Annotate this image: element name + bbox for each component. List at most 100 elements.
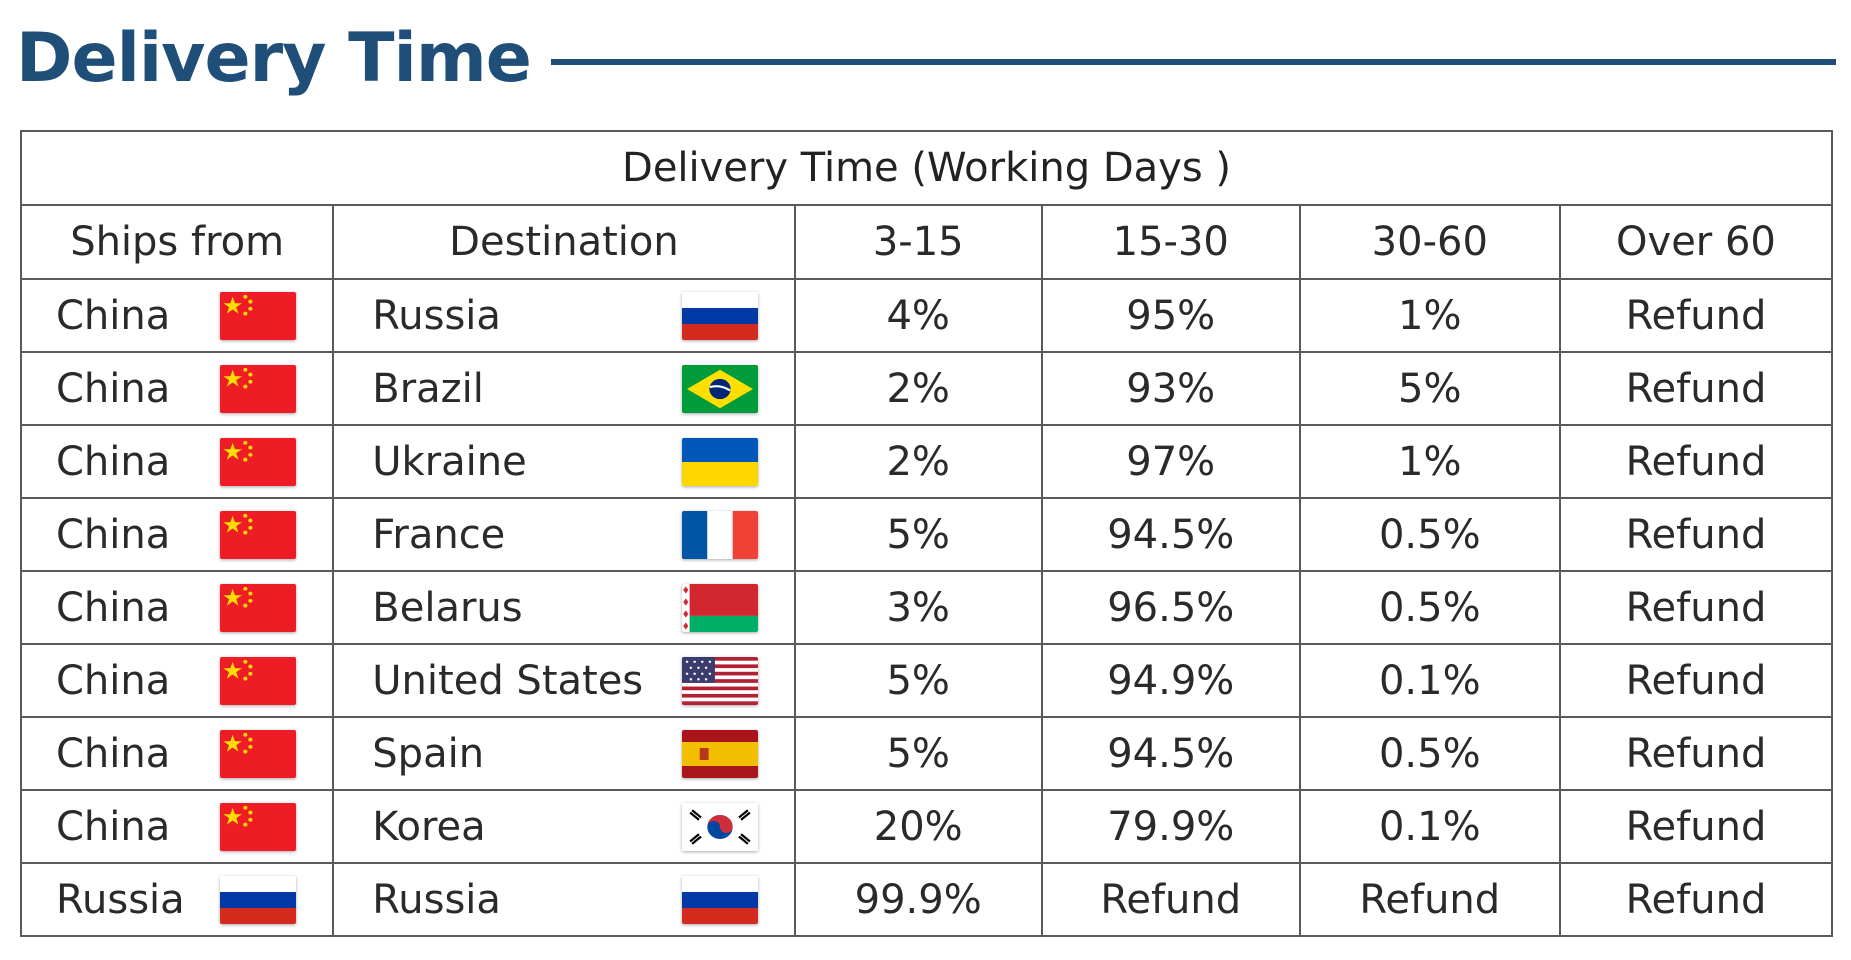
ships-from-country: China <box>56 511 171 558</box>
cell-over-60: Refund <box>1558 789 1834 864</box>
cell-15-30: 94.5% <box>1040 497 1301 572</box>
destination-country: Spain <box>372 730 485 777</box>
cell-15-30: Refund <box>1040 862 1301 937</box>
table-row: China Spain 5% 94.5% 0.5% Refund <box>19 716 1834 791</box>
ships-from-cell: China <box>19 424 335 499</box>
ships-from-cell: China <box>19 789 335 864</box>
cell-3-15: 20% <box>793 789 1043 864</box>
cell-3-15: 2% <box>793 351 1043 426</box>
russia-flag-icon <box>681 875 758 924</box>
title-underline-rule <box>550 59 1836 65</box>
china-flag-icon <box>220 656 297 705</box>
ships-from-cell: China <box>19 278 335 353</box>
cell-over-60: Refund <box>1558 716 1834 791</box>
cell-3-15: 2% <box>793 424 1043 499</box>
cell-over-60: Refund <box>1558 862 1834 937</box>
destination-cell: Belarus <box>332 570 796 645</box>
cell-over-60: Refund <box>1558 497 1834 572</box>
korea-flag-icon <box>681 802 758 851</box>
cell-15-30: 93% <box>1040 351 1301 426</box>
cell-15-30: 94.9% <box>1040 643 1301 718</box>
column-header-15-30: 15-30 <box>1040 204 1301 280</box>
ships-from-cell: China <box>19 643 335 718</box>
china-flag-icon <box>220 802 297 851</box>
china-flag-icon <box>220 729 297 778</box>
destination-cell: Russia <box>332 862 796 937</box>
page-header: Delivery Time <box>16 14 1836 104</box>
destination-country: Korea <box>372 803 486 850</box>
delivery-time-table: Delivery Time (Working Days ) Ships from… <box>19 130 1834 937</box>
cell-30-60: 0.5% <box>1298 497 1561 572</box>
column-header-destination: Destination <box>332 204 796 280</box>
cell-3-15: 5% <box>793 716 1043 791</box>
ships-from-country: China <box>56 584 171 631</box>
russia-flag-icon <box>220 875 297 924</box>
cell-30-60: 0.1% <box>1298 643 1561 718</box>
cell-over-60: Refund <box>1558 351 1834 426</box>
china-flag-icon <box>220 291 297 340</box>
ships-from-cell: China <box>19 351 335 426</box>
destination-cell: United States <box>332 643 796 718</box>
ships-from-cell: China <box>19 570 335 645</box>
table-row: China Russia 4% 95% 1% Refund <box>19 278 1834 353</box>
cell-30-60: 5% <box>1298 351 1561 426</box>
destination-country: United States <box>372 657 644 704</box>
cell-30-60: 0.1% <box>1298 789 1561 864</box>
destination-cell: Spain <box>332 716 796 791</box>
ships-from-cell: Russia <box>19 862 335 937</box>
cell-15-30: 96.5% <box>1040 570 1301 645</box>
cell-15-30: 95% <box>1040 278 1301 353</box>
cell-30-60: Refund <box>1298 862 1561 937</box>
table-row: China Korea 20% 79.9% 0.1% Refund <box>19 789 1834 864</box>
cell-30-60: 0.5% <box>1298 570 1561 645</box>
cell-3-15: 99.9% <box>793 862 1043 937</box>
ukraine-flag-icon <box>681 437 758 486</box>
belarus-flag-icon <box>681 583 758 632</box>
spain-flag-icon <box>681 729 758 778</box>
cell-15-30: 79.9% <box>1040 789 1301 864</box>
table-caption-row: Delivery Time (Working Days ) <box>20 130 1833 206</box>
destination-country: Russia <box>372 876 501 923</box>
ships-from-country: China <box>56 730 171 777</box>
ships-from-cell: China <box>19 497 335 572</box>
russia-flag-icon <box>681 291 758 340</box>
column-header-over-60: Over 60 <box>1558 204 1834 280</box>
usa-flag-icon <box>681 656 758 705</box>
column-header-ships-from: Ships from <box>19 204 335 280</box>
destination-cell: France <box>332 497 796 572</box>
cell-3-15: 3% <box>793 570 1043 645</box>
destination-country: France <box>372 511 506 558</box>
destination-country: Russia <box>372 292 501 339</box>
cell-3-15: 5% <box>793 497 1043 572</box>
table-row: China United States 5% 94.9% 0.1% Refund <box>19 643 1834 718</box>
table-body: China Russia 4% 95% 1% Refund China Brazil 2% 93%… <box>19 278 1834 937</box>
cell-over-60: Refund <box>1558 278 1834 353</box>
ships-from-country: China <box>56 657 171 704</box>
ships-from-cell: China <box>19 716 335 791</box>
brazil-flag-icon <box>681 364 758 413</box>
cell-30-60: 1% <box>1298 424 1561 499</box>
table-row: China Brazil 2% 93% 5% Refund <box>19 351 1834 426</box>
destination-country: Brazil <box>372 365 484 412</box>
cell-30-60: 0.5% <box>1298 716 1561 791</box>
table-row: China Ukraine 2% 97% 1% Refund <box>19 424 1834 499</box>
cell-15-30: 94.5% <box>1040 716 1301 791</box>
column-header-30-60: 30-60 <box>1298 204 1561 280</box>
destination-cell: Korea <box>332 789 796 864</box>
cell-over-60: Refund <box>1558 643 1834 718</box>
table-row: Russia Russia 99.9% Refund Refund Refund <box>19 862 1834 937</box>
table-row: China Belarus 3% 96.5% 0.5% Refund <box>19 570 1834 645</box>
china-flag-icon <box>220 364 297 413</box>
table-header-row: Ships from Destination 3-15 15-30 30-60 … <box>19 204 1834 280</box>
ships-from-country: China <box>56 803 171 850</box>
cell-3-15: 5% <box>793 643 1043 718</box>
destination-cell: Russia <box>332 278 796 353</box>
cell-over-60: Refund <box>1558 424 1834 499</box>
ships-from-country: China <box>56 365 171 412</box>
cell-3-15: 4% <box>793 278 1043 353</box>
destination-cell: Brazil <box>332 351 796 426</box>
china-flag-icon <box>220 510 297 559</box>
ships-from-country: China <box>56 292 171 339</box>
cell-30-60: 1% <box>1298 278 1561 353</box>
table-row: China France 5% 94.5% 0.5% Refund <box>19 497 1834 572</box>
